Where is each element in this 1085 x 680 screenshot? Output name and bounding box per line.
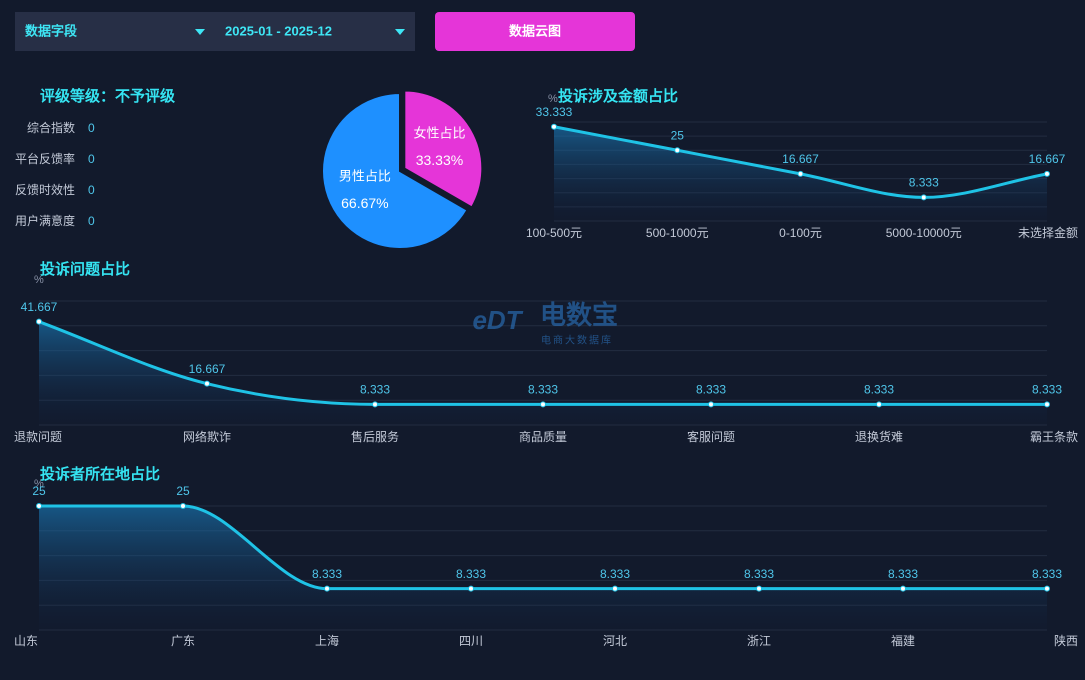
x-tick-label: 浙江 bbox=[747, 634, 771, 648]
chart-title: 投诉问题占比 bbox=[40, 260, 130, 278]
data-label: 8.333 bbox=[1032, 383, 1062, 397]
x-tick-label: 上海 bbox=[315, 633, 339, 648]
line bbox=[39, 504, 1047, 591]
data-label: 41.667 bbox=[21, 300, 58, 314]
data-label: 16.667 bbox=[1029, 152, 1066, 166]
dropdown-arrow bbox=[195, 29, 205, 35]
x-tick-label: 500-1000元 bbox=[646, 226, 709, 240]
line-point bbox=[180, 503, 186, 509]
date-select[interactable] bbox=[215, 12, 415, 51]
data-label: 8.333 bbox=[312, 567, 342, 581]
metric-label: 平台反馈率 bbox=[15, 151, 75, 166]
pie-value-label: 33.33% bbox=[416, 152, 463, 168]
line-point bbox=[1044, 401, 1050, 408]
pie-slice bbox=[321, 91, 469, 250]
x-tick-label: 退换货难 bbox=[855, 429, 903, 444]
line-point bbox=[551, 123, 557, 130]
data-label: 8.333 bbox=[696, 383, 726, 397]
line-point bbox=[1044, 170, 1050, 177]
watermark: eDT 电数宝 电商大数据库 bbox=[472, 300, 618, 347]
metric-label: 反馈时效性 bbox=[15, 182, 75, 197]
data-label: 8.333 bbox=[909, 176, 939, 190]
line-point bbox=[204, 380, 210, 387]
data-label: 8.333 bbox=[528, 383, 558, 397]
cloud-button-text: 数据云图 bbox=[509, 23, 561, 38]
line-point bbox=[468, 585, 474, 592]
metric-value: 0 bbox=[88, 183, 95, 197]
data-label: 8.333 bbox=[888, 567, 918, 581]
x-tick-label: 100-500元 bbox=[526, 226, 582, 240]
unit-label: % bbox=[34, 274, 44, 286]
line-point bbox=[540, 401, 546, 408]
x-tick-label: 福建 bbox=[891, 633, 915, 648]
line-point bbox=[797, 170, 804, 177]
line-point bbox=[756, 585, 762, 592]
watermark-logo: eDT bbox=[472, 305, 523, 335]
x-tick-label: 网络欺诈 bbox=[183, 429, 231, 444]
metric-label: 用户满意度 bbox=[15, 213, 75, 228]
data-label: 25 bbox=[176, 484, 190, 498]
field-select[interactable] bbox=[15, 12, 215, 51]
cloud-button[interactable] bbox=[435, 12, 635, 51]
line-point bbox=[324, 585, 330, 592]
line-point bbox=[612, 585, 618, 592]
x-tick-label: 售后服务 bbox=[351, 429, 399, 444]
data-label: 8.333 bbox=[456, 567, 486, 581]
metric-value: 0 bbox=[88, 152, 95, 166]
x-tick-label: 河北 bbox=[603, 634, 627, 648]
x-tick-label: 商品质量 bbox=[519, 429, 567, 444]
data-label: 8.333 bbox=[360, 383, 390, 397]
line-point bbox=[36, 318, 42, 325]
data-label: 25 bbox=[671, 128, 685, 142]
x-tick-label: 未选择金额 bbox=[1018, 225, 1078, 240]
line-point bbox=[372, 401, 378, 408]
data-label: 8.333 bbox=[744, 567, 774, 581]
metric-value: 0 bbox=[88, 121, 95, 135]
watermark-tagline: 电商大数据库 bbox=[541, 334, 613, 347]
line-point bbox=[920, 194, 927, 201]
line-area bbox=[39, 506, 1047, 630]
pie-label: 男性占比 bbox=[339, 169, 391, 184]
line-point bbox=[674, 147, 681, 154]
data-label: 8.333 bbox=[1032, 567, 1062, 581]
line-point bbox=[876, 401, 882, 408]
data-label: 16.667 bbox=[782, 152, 819, 166]
unit-label: % bbox=[548, 93, 558, 105]
x-tick-label: 客服问题 bbox=[687, 429, 735, 444]
x-tick-label: 广东 bbox=[171, 634, 195, 648]
line-point bbox=[900, 585, 906, 592]
rating-title: 评级等级：不予评级 bbox=[40, 87, 176, 105]
data-label: 33.333 bbox=[536, 105, 573, 119]
pie-value-label: 66.67% bbox=[341, 195, 388, 211]
unit-label: % bbox=[34, 478, 44, 490]
pie-label: 女性占比 bbox=[413, 126, 465, 141]
x-tick-label: 5000-10000元 bbox=[886, 226, 962, 240]
x-tick-label: 四川 bbox=[459, 634, 483, 648]
dropdown-arrow bbox=[395, 29, 405, 35]
line-point bbox=[36, 503, 42, 509]
data-label: 16.667 bbox=[189, 362, 226, 376]
watermark-name: 电数宝 bbox=[540, 300, 618, 330]
pie-slice bbox=[403, 89, 484, 209]
metric-label: 综合指数 bbox=[27, 120, 75, 135]
x-tick-label: 山东 bbox=[14, 634, 38, 648]
x-tick-label: 退款问题 bbox=[14, 430, 62, 444]
metric-value: 0 bbox=[88, 214, 95, 228]
date-select-text: 2025-01 - 2025-12 bbox=[225, 23, 332, 38]
line-point bbox=[1044, 585, 1050, 592]
data-label: 25 bbox=[32, 484, 46, 498]
line-point bbox=[708, 401, 714, 408]
x-tick-label: 陕西 bbox=[1054, 633, 1078, 648]
chart-title: 投诉涉及金额占比 bbox=[558, 87, 678, 105]
x-tick-label: 0-100元 bbox=[779, 226, 822, 240]
field-select-text: 数据字段 bbox=[25, 23, 77, 38]
x-tick-label: 霸王条款 bbox=[1030, 430, 1078, 444]
data-label: 8.333 bbox=[864, 383, 894, 397]
line-area bbox=[39, 321, 1047, 425]
data-label: 8.333 bbox=[600, 567, 630, 581]
chart-title: 投诉者所在地占比 bbox=[40, 465, 160, 483]
